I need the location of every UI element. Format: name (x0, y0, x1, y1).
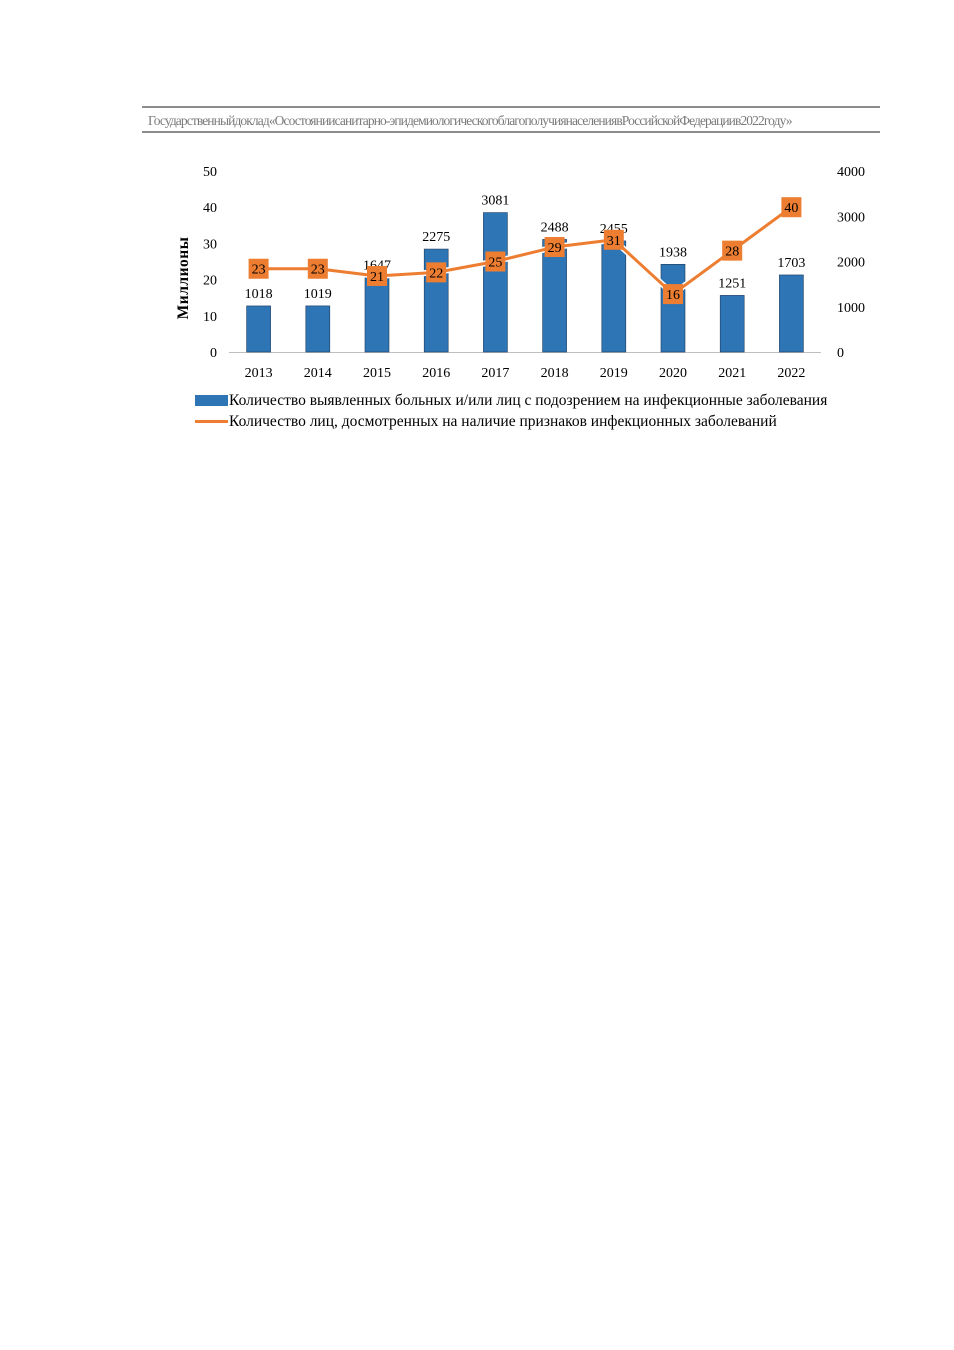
line-data-label: 23 (252, 263, 266, 278)
bar (305, 305, 331, 353)
line-data-label: 22 (429, 266, 443, 281)
line-data-label: 23 (311, 263, 325, 278)
legend-label-line: Количество лиц, досмотренных на наличие … (229, 412, 777, 430)
bar (719, 295, 745, 353)
line-data-label: 31 (607, 234, 621, 249)
bar (542, 239, 567, 353)
y-tick-left: 20 (203, 274, 217, 289)
y-tick-left: 0 (210, 346, 217, 361)
x-tick: 2019 (600, 366, 628, 381)
line-data-label-box (485, 251, 506, 272)
x-tick: 2018 (541, 366, 569, 381)
bar-data-label: 1703 (777, 256, 805, 271)
legend: Количество выявленных больных и/или лиц … (195, 390, 827, 432)
line-data-label-box (307, 258, 328, 279)
x-tick: 2020 (659, 366, 687, 381)
y-tick-left: 50 (203, 165, 217, 180)
plot-area: 50 40 30 20 10 0 4000 3000 2000 1000 0 2013 2014 2015… (203, 165, 865, 381)
header-rule-bottom (142, 131, 880, 133)
y-tick-right: 2000 (837, 256, 865, 271)
bar-data-label: 3081 (481, 194, 509, 209)
line-data-label-box (663, 284, 683, 305)
line-data-label: 29 (548, 241, 562, 256)
bar-data-label: 1019 (304, 287, 332, 302)
legend-swatch-bar (195, 395, 228, 406)
line-data-label-box (781, 197, 802, 218)
bar-data-label: 2488 (541, 220, 569, 235)
y-tick-right: 0 (837, 346, 844, 361)
x-tick: 2014 (304, 366, 332, 381)
line-data-label: 40 (784, 201, 798, 216)
bar-data-label: 1938 (659, 245, 687, 260)
line-data-label: 21 (370, 270, 384, 285)
x-tick: 2017 (481, 366, 509, 381)
line-data-label-box (722, 240, 743, 261)
line-data-label-box (248, 258, 269, 279)
y-axis-title: Миллионы (175, 237, 192, 320)
y-tick-right: 4000 (837, 165, 865, 180)
legend-label-bars: Количество выявленных больных и/или лиц … (229, 391, 828, 409)
combo-chart: 50 40 30 20 10 0 4000 3000 2000 1000 0 2013 2014 2015… (175, 165, 865, 381)
bar (601, 240, 627, 353)
bar (483, 212, 508, 353)
header-rule-top (142, 106, 880, 108)
x-tick: 2013 (245, 366, 273, 381)
legend-swatch-line (195, 420, 228, 423)
bar (779, 274, 804, 353)
line-halo (258, 204, 794, 298)
x-tick: 2016 (422, 366, 450, 381)
legend-item-line: Количество лиц, досмотренных на наличие … (195, 411, 827, 432)
bar-data-label: 2275 (422, 230, 450, 245)
line-data-label-box (367, 265, 387, 286)
y-tick-right: 1000 (837, 301, 865, 316)
line-data-label-box (544, 237, 565, 258)
bar (364, 277, 390, 353)
line-data-label: 25 (488, 256, 502, 271)
running-header: Государственныйдоклад«Осостояниисанитарн… (148, 113, 793, 128)
y-tick-left: 40 (203, 201, 217, 216)
x-tick: 2021 (718, 366, 746, 381)
x-tick: 2022 (777, 366, 805, 381)
line-data-label-box (426, 262, 447, 283)
legend-item-bars: Количество выявленных больных и/или лиц … (195, 390, 827, 411)
line-data-label: 28 (725, 245, 739, 260)
y-tick-left: 10 (203, 310, 217, 325)
line-series (258, 205, 793, 296)
y-tick-left: 30 (203, 237, 217, 252)
bar (246, 305, 271, 353)
line-data-label-box (603, 229, 624, 250)
y-tick-right: 3000 (837, 210, 865, 225)
line-data-label: 16 (666, 288, 680, 303)
bar-data-label: 1251 (718, 276, 746, 291)
bar-data-label: 1018 (245, 287, 273, 302)
x-tick: 2015 (363, 366, 391, 381)
bar (660, 264, 686, 353)
